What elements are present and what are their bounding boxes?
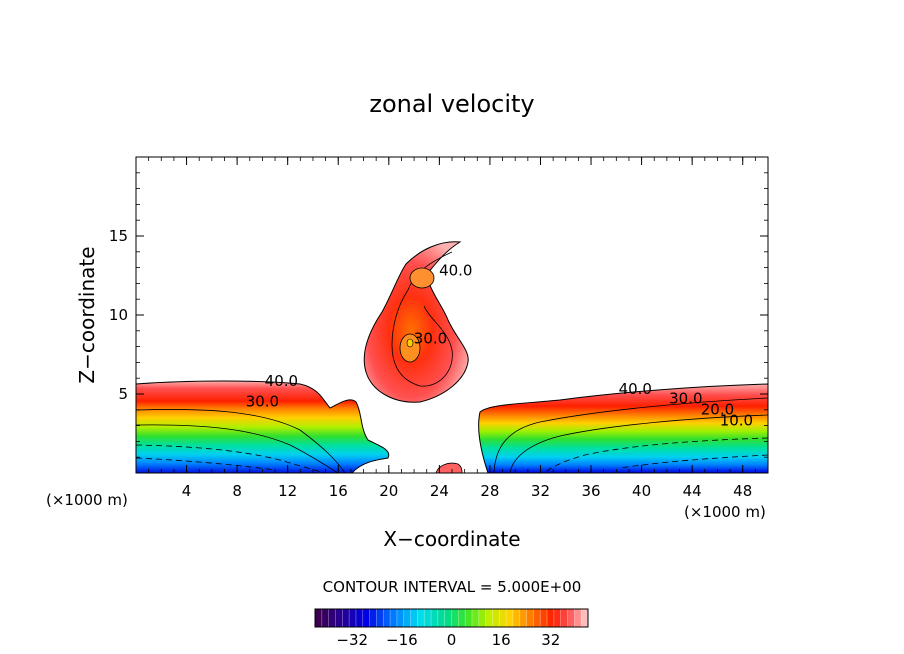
- colorbar-swatch: [478, 609, 487, 627]
- colorbar-tick-label: 32: [541, 631, 560, 649]
- colorbar-swatch: [355, 609, 364, 627]
- chart-title: zonal velocity: [369, 90, 534, 118]
- colorbar-swatch: [547, 609, 555, 627]
- x-tick-label: 28: [480, 482, 499, 500]
- contour-label: 20.0: [701, 401, 734, 419]
- left-jet-contour-3: [136, 444, 326, 473]
- x-tick-label: 12: [278, 482, 297, 500]
- colorbar-tick-label: 16: [492, 631, 511, 649]
- colorbar-swatch: [410, 609, 418, 627]
- x-tick-label: 32: [531, 482, 550, 500]
- y-tick-label: 5: [118, 385, 128, 403]
- colorbar-swatch: [390, 609, 398, 627]
- colorbar-swatch: [342, 609, 350, 627]
- colorbar-swatch: [560, 609, 569, 627]
- colorbar-swatch: [506, 609, 514, 627]
- right-jet-contour-1: [493, 397, 768, 473]
- colorbar-tick-label: 0: [447, 631, 457, 649]
- left-jet-contour-4: [136, 457, 276, 471]
- colorbar-swatch: [396, 609, 405, 627]
- x-tick-label: 16: [329, 482, 348, 500]
- colorbar-swatch: [328, 609, 336, 627]
- colorbar-swatch: [349, 609, 357, 627]
- bottom-small-field: [435, 462, 463, 473]
- colorbar-swatch: [574, 609, 582, 627]
- colorbar-swatch: [444, 609, 452, 627]
- right-surface-jet-field: [478, 383, 768, 473]
- colorbar-swatch: [526, 609, 534, 627]
- colorbar: [314, 609, 589, 627]
- y-tick-label: 15: [109, 227, 128, 245]
- contour-label: 40.0: [439, 262, 472, 280]
- x-tick-label: 44: [683, 482, 702, 500]
- x-tick-label: 4: [182, 482, 192, 500]
- colorbar-swatch: [383, 609, 391, 627]
- left-jet-contour-1: [136, 409, 346, 473]
- colorbar-swatch: [533, 609, 541, 627]
- y-axis-title: Z−coordinate: [75, 246, 99, 383]
- x-tick-label: 8: [232, 482, 242, 500]
- colorbar-tick-labels: −32 −16 0 16 32: [336, 631, 560, 649]
- colorbar-swatch: [376, 609, 384, 627]
- x-tick-label: 48: [733, 482, 752, 500]
- upper-blob-core-3: [406, 338, 414, 348]
- colorbar-swatch: [553, 609, 562, 627]
- colorbar-swatch: [403, 609, 412, 627]
- upper-blob-contour-1: [391, 251, 453, 387]
- right-jet-contour-4: [619, 454, 768, 469]
- x-tick-label: 20: [379, 482, 398, 500]
- colorbar-swatch: [458, 609, 466, 627]
- colorbar-swatch: [567, 609, 575, 627]
- contour-label: 30.0: [414, 329, 447, 347]
- colorbar-swatch: [315, 609, 323, 627]
- colorbar-swatch: [465, 609, 473, 627]
- x-tick-label: 36: [581, 482, 600, 500]
- colorbar-swatch: [321, 609, 330, 627]
- y-tick-label: 10: [109, 306, 128, 324]
- contour-label: 30.0: [246, 393, 279, 411]
- colorbar-swatch: [437, 609, 446, 627]
- contour-label: 40.0: [265, 372, 298, 390]
- colorbar-swatch: [362, 609, 371, 627]
- contour-labels: 40.030.040.030.040.030.020.010.0: [246, 262, 753, 430]
- contour-fields: [136, 241, 768, 473]
- x-axis-title: X−coordinate: [383, 527, 520, 551]
- x-tick-label: 24: [430, 482, 449, 500]
- upper-blob-core-2: [399, 333, 421, 363]
- colorbar-swatch: [485, 609, 493, 627]
- x-tick-label: 40: [632, 482, 651, 500]
- contour-interval-text: CONTOUR INTERVAL = 5.000E+00: [323, 578, 582, 596]
- colorbar-tick-label: −32: [336, 631, 368, 649]
- right-jet-contour-2: [509, 414, 768, 473]
- contour-label: 30.0: [669, 389, 702, 407]
- colorbar-swatch: [519, 609, 528, 627]
- left-jet-contour-2: [136, 424, 339, 473]
- colorbar-swatch: [512, 609, 521, 627]
- x-tick-labels: 4 8 12 16 20 24 28 32 36 40 44 48: [182, 157, 752, 500]
- colorbar-frame: [314, 608, 589, 628]
- right-jet-contour-3: [544, 437, 768, 473]
- colorbar-swatch: [492, 609, 500, 627]
- contour-label: 10.0: [720, 412, 753, 430]
- colorbar-swatch: [335, 609, 343, 627]
- colorbar-swatch: [581, 609, 589, 627]
- colorbar-swatch: [424, 609, 432, 627]
- colorbar-swatch: [499, 609, 507, 627]
- colorbar-swatch: [431, 609, 439, 627]
- colorbar-swatch: [540, 609, 548, 627]
- colorbar-tick-label: −16: [386, 631, 418, 649]
- colorbar-swatch: [471, 609, 480, 627]
- upper-blob-core-1: [409, 267, 435, 289]
- colorbar-swatch: [369, 609, 377, 627]
- axis-minor-ticks: [135, 156, 769, 474]
- colorbar-swatch: [417, 609, 425, 627]
- left-surface-jet-field: [136, 380, 390, 473]
- colorbar-swatch: [451, 609, 459, 627]
- x-left-unit-label: (×1000 m): [46, 491, 128, 509]
- contour-label: 40.0: [619, 380, 652, 398]
- x-right-unit-label: (×1000 m): [684, 503, 766, 521]
